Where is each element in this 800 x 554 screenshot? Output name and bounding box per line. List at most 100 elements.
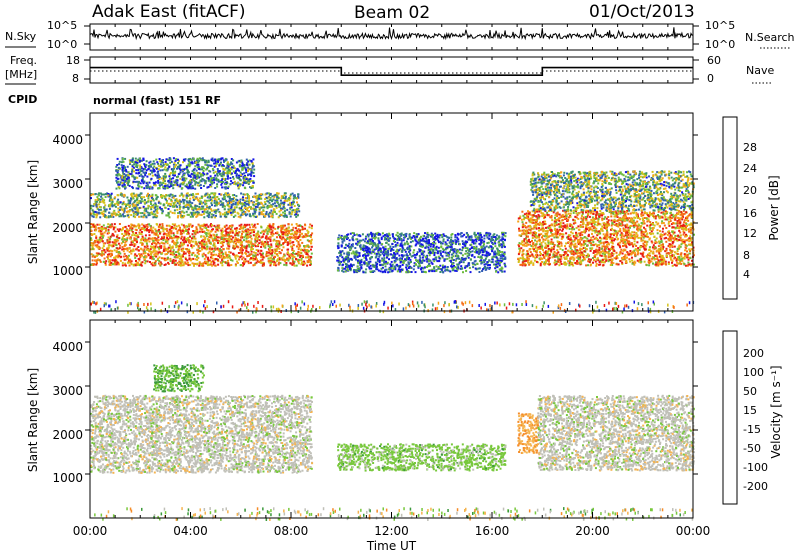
power-cell (213, 181, 215, 184)
power-cell (201, 157, 204, 160)
power-cell (217, 263, 220, 266)
power-cell (90, 223, 93, 226)
power-cell (126, 177, 128, 180)
power-cell (307, 245, 310, 248)
power-cell (120, 178, 123, 181)
power-cell (183, 177, 185, 180)
power-cell (231, 231, 234, 234)
power-cell (282, 236, 285, 239)
power-cell (140, 263, 142, 266)
power-cell (264, 229, 267, 232)
power-cell (291, 232, 294, 235)
power-cell (196, 205, 199, 208)
power-cell (200, 187, 203, 189)
power-cell (121, 248, 124, 251)
power-cell (266, 232, 269, 235)
power-cell (210, 216, 213, 219)
power-cell (274, 227, 277, 230)
power-cell (282, 231, 285, 234)
power-cell (192, 257, 195, 260)
power-cell (227, 247, 230, 250)
power-cell (211, 257, 214, 260)
power-cell (492, 255, 495, 258)
power-cell (103, 207, 106, 210)
power-cell (168, 202, 170, 205)
power-cell (263, 230, 266, 233)
power-cell (165, 238, 168, 241)
power-cell (189, 223, 192, 226)
power-cell (266, 207, 269, 210)
power-cell (123, 264, 126, 266)
power-cell (234, 203, 237, 206)
power-cell (477, 267, 480, 270)
power-cell (260, 226, 263, 229)
power-cell (495, 263, 497, 266)
power-cell (185, 248, 188, 251)
power-cell (176, 262, 179, 264)
power-cell (130, 241, 133, 244)
power-cell (179, 212, 182, 215)
power-cell (184, 158, 187, 161)
power-cell (213, 162, 216, 165)
power-cell (134, 211, 137, 214)
power-cell (232, 165, 235, 168)
power-cell (106, 240, 109, 243)
power-cell (154, 206, 157, 209)
power-cell (399, 260, 402, 263)
power-cell (417, 233, 420, 236)
power-cell (121, 182, 124, 185)
power-cell (399, 257, 402, 260)
power-cell (387, 271, 390, 274)
power-cell (211, 168, 214, 170)
power-cell (223, 240, 226, 243)
power-cell (125, 207, 128, 210)
power-cell (102, 224, 105, 227)
power-cell (169, 205, 172, 208)
power-cell (170, 235, 173, 238)
power-cell (147, 253, 150, 256)
power-cell (250, 248, 253, 251)
power-cell (133, 201, 136, 204)
power-cell (124, 241, 126, 244)
power-cell (404, 242, 407, 245)
power-cell (263, 206, 266, 209)
power-cell (221, 259, 224, 261)
power-cell (146, 228, 148, 230)
power-cell (226, 256, 229, 259)
power-cell (213, 253, 216, 256)
power-cell (219, 158, 222, 161)
power-cell (232, 176, 234, 178)
power-cell (129, 237, 131, 240)
power-cell (128, 179, 131, 182)
power-cell (223, 198, 226, 200)
power-cell (139, 212, 142, 215)
power-cell (451, 253, 453, 256)
power-cell (101, 240, 104, 243)
power-cell (186, 192, 189, 195)
power-cell (241, 232, 243, 235)
power-cell (195, 169, 198, 172)
power-cell (275, 205, 278, 208)
power-cell (116, 177, 119, 180)
power-cell (176, 179, 179, 182)
power-cell (138, 231, 141, 234)
power-cell (222, 252, 225, 255)
power-cell (96, 223, 99, 226)
power-cell (269, 205, 272, 208)
power-cell (96, 240, 99, 243)
power-cell (217, 241, 219, 244)
power-cell (107, 193, 110, 195)
power-cell (139, 256, 142, 259)
power-cell (150, 199, 153, 202)
power-cell (143, 209, 146, 212)
power-cell (489, 266, 491, 269)
power-cell (198, 202, 201, 205)
power-cell (109, 198, 112, 201)
power-cell (173, 226, 176, 229)
power-cell (131, 159, 134, 162)
power-cell (137, 249, 140, 252)
power-cell (122, 179, 125, 182)
power-cell (169, 225, 172, 228)
power-cell (473, 231, 476, 234)
power-cell (127, 182, 130, 185)
